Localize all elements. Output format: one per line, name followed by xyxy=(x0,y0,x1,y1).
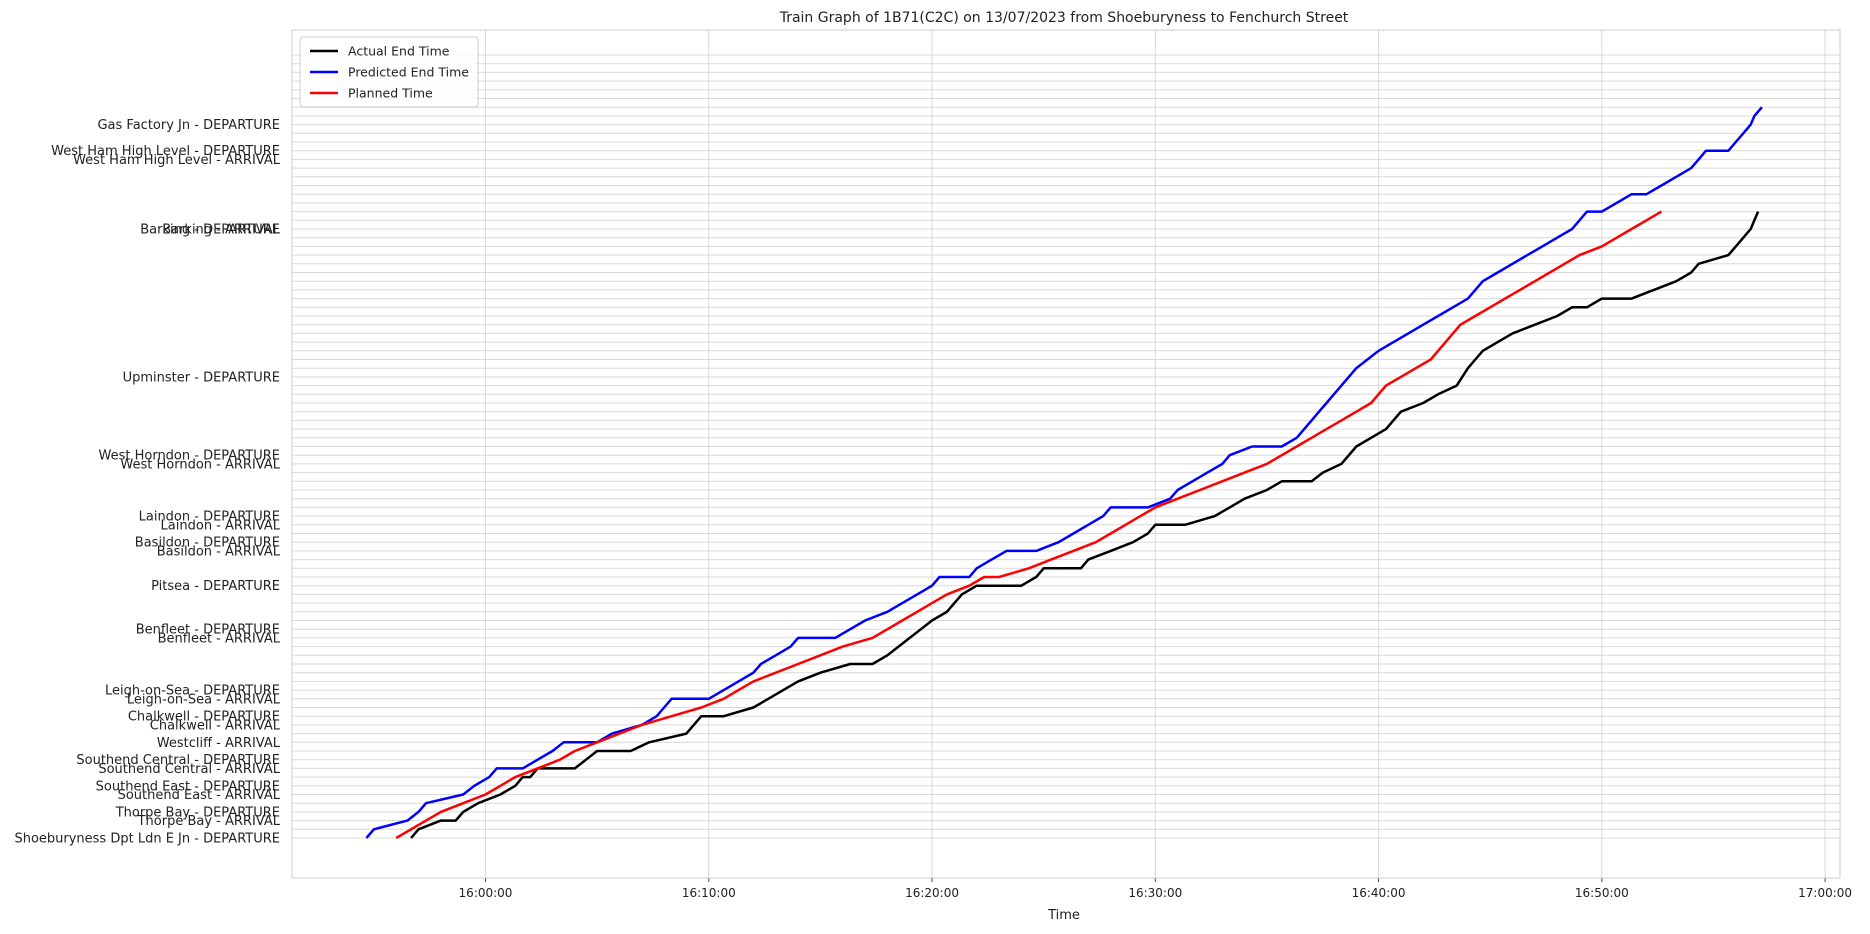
y-tick-label: Pitsea - DEPARTURE xyxy=(151,579,280,594)
legend-box xyxy=(299,36,479,108)
y-tick-label: Southend Central - ARRIVAL xyxy=(98,762,280,777)
y-tick-label: Leigh-on-Sea - DEPARTURE xyxy=(105,684,280,699)
x-tick-label: 16:30:00 xyxy=(1128,886,1182,900)
x-tick-label: 16:40:00 xyxy=(1352,886,1406,900)
x-axis-label: Time xyxy=(1047,908,1080,923)
y-tick-label: West Ham High Level - ARRIVAL xyxy=(73,153,281,168)
y-tick-label: Southend East - DEPARTURE xyxy=(96,779,280,794)
y-tick-label: West Horndon - ARRIVAL xyxy=(120,457,280,472)
y-tick-label: Benfleet - DEPARTURE xyxy=(136,623,280,638)
x-tick-label: 16:00:00 xyxy=(459,886,513,900)
legend: Actual End Time Predicted End Time Planned… xyxy=(299,36,479,108)
series-line xyxy=(410,211,1760,839)
series-line xyxy=(395,210,1663,840)
y-tick-label: Upminster - DEPARTURE xyxy=(123,370,280,385)
y-tick-label: Thorpe Bay - DEPARTURE xyxy=(115,805,280,820)
y-tick-label: Laindon - DEPARTURE xyxy=(139,510,280,525)
plot-frame xyxy=(291,29,1841,879)
y-tick-label: Shoeburyness Dpt Ldn E Jn - DEPARTURE xyxy=(14,832,280,847)
grid-lines xyxy=(292,30,1840,882)
x-tick-label: 16:50:00 xyxy=(1575,886,1629,900)
y-tick-label: West Ham High Level - DEPARTURE xyxy=(51,144,280,159)
legend-label: Actual End Time xyxy=(348,44,450,59)
y-tick-label: Thorpe Bay - ARRIVAL xyxy=(137,814,281,829)
legend-label: Planned Time xyxy=(348,86,433,101)
y-tick-label: Leigh-on-Sea - ARRIVAL xyxy=(127,692,281,707)
y-tick-label: Barking - ARRIVAL xyxy=(162,223,281,238)
y-tick-label: Chalkwell - DEPARTURE xyxy=(128,710,280,725)
x-tick-label: 16:20:00 xyxy=(905,886,959,900)
y-tick-label: Barking - DEPARTURE xyxy=(140,223,280,238)
x-tick-label: 17:00:00 xyxy=(1798,886,1852,900)
y-tick-label: Chalkwell - ARRIVAL xyxy=(150,718,281,733)
y-tick-label: Laindon - ARRIVAL xyxy=(161,518,281,533)
series-line xyxy=(365,106,1763,839)
y-tick-label: Basildon - DEPARTURE xyxy=(135,536,280,551)
y-tick-label: Westcliff - ARRIVAL xyxy=(157,736,281,751)
x-tick-label: 16:10:00 xyxy=(682,886,736,900)
y-tick-label: Southend East - ARRIVAL xyxy=(118,788,281,803)
y-tick-label: Benfleet - ARRIVAL xyxy=(158,631,281,646)
y-tick-label: Basildon - ARRIVAL xyxy=(157,544,281,559)
y-tick-label: Southend Central - DEPARTURE xyxy=(76,753,280,768)
y-tick-label: Gas Factory Jn - DEPARTURE xyxy=(97,118,280,133)
chart-title: Train Graph of 1B71(C2C) on 13/07/2023 f… xyxy=(779,10,1349,26)
y-tick-label: West Horndon - DEPARTURE xyxy=(99,449,281,464)
legend-label: Predicted End Time xyxy=(348,65,469,80)
